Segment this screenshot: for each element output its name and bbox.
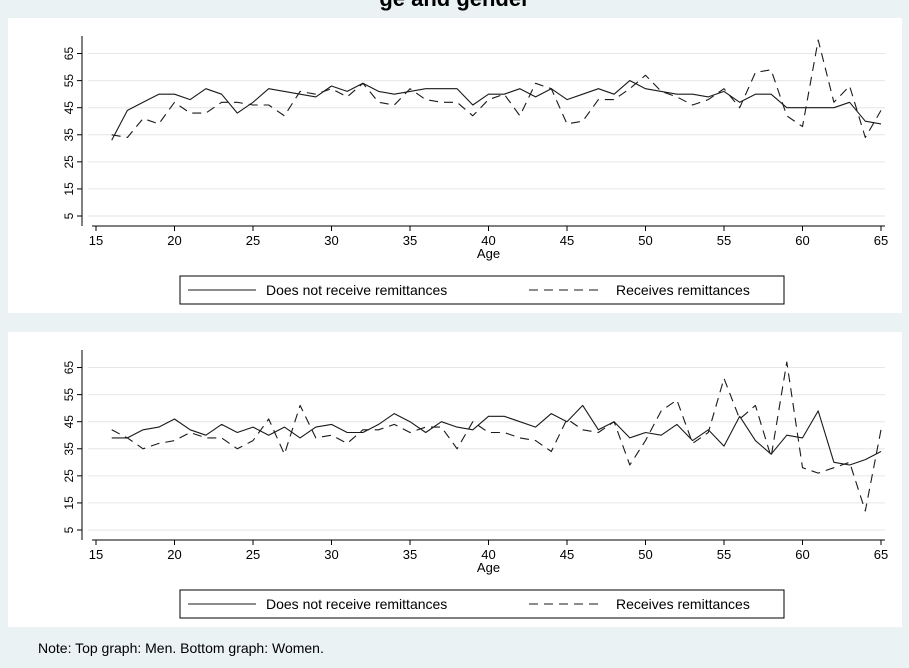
- y-tick-label: 35: [62, 128, 76, 142]
- x-tick-label: 15: [89, 547, 103, 562]
- x-tick-label: 60: [795, 547, 809, 562]
- x-tick-label: 65: [874, 547, 888, 562]
- legend-box: [179, 275, 785, 305]
- y-tick-label: 65: [62, 47, 76, 61]
- x-tick-label: 55: [717, 233, 731, 248]
- legend-label-no-remittances: Does not receive remittances: [266, 282, 447, 298]
- legend: Does not receive remittances Receives rem…: [179, 275, 785, 305]
- y-tick-label: 55: [62, 388, 76, 402]
- x-axis-label: Age: [477, 246, 500, 261]
- x-tick-label: 20: [167, 233, 181, 248]
- y-tick-label: 25: [62, 155, 76, 169]
- legend: Does not receive remittances Receives rem…: [179, 589, 785, 619]
- legend-label-remittances: Receives remittances: [616, 282, 750, 298]
- y-tick-label: 15: [62, 496, 76, 510]
- x-tick-label: 25: [246, 547, 260, 562]
- x-tick-label: 25: [246, 233, 260, 248]
- y-tick-label: 45: [62, 415, 76, 429]
- x-tick-label: 30: [324, 547, 338, 562]
- chart-title: ge and gender: [0, 0, 909, 12]
- y-tick-label: 65: [62, 361, 76, 375]
- x-tick-label: 20: [167, 547, 181, 562]
- legend-label-remittances: Receives remittances: [616, 596, 750, 612]
- men-chart: 5 15 25 35 45 55 65 15 20 25 30 35 40 45 50 55 60 65 Age Do…: [8, 18, 902, 313]
- x-tick-label: 40: [481, 233, 495, 248]
- y-tick-label: 5: [62, 526, 76, 533]
- y-tick-label: 35: [62, 442, 76, 456]
- series-line-no-remittances: [111, 80, 882, 141]
- series-line-remittances: [111, 39, 882, 139]
- plot-region-background: [8, 18, 902, 313]
- x-tick-label: 45: [560, 547, 574, 562]
- legend-label-no-remittances: Does not receive remittances: [266, 596, 447, 612]
- y-tick-label: 45: [62, 101, 76, 115]
- men-chart-panel: 5 15 25 35 45 55 65 15 20 25 30 35 40 45 50 55 60 65 Age Do…: [8, 18, 902, 318]
- x-tick-label: 15: [89, 233, 103, 248]
- chart-note: Note: Top graph: Men. Bottom graph: Wome…: [38, 640, 324, 656]
- legend-box: [179, 589, 785, 619]
- x-tick-label: 35: [403, 233, 417, 248]
- x-tick-label: 45: [560, 233, 574, 248]
- x-tick-label: 35: [403, 547, 417, 562]
- x-tick-label: 40: [481, 547, 495, 562]
- y-tick-label: 5: [62, 212, 76, 219]
- y-tick-label: 55: [62, 74, 76, 88]
- x-tick-label: 50: [638, 547, 652, 562]
- x-tick-label: 55: [717, 547, 731, 562]
- x-axis-label: Age: [477, 560, 500, 575]
- x-tick-label: 65: [874, 233, 888, 248]
- x-tick-label: 60: [795, 233, 809, 248]
- x-tick-label: 30: [324, 233, 338, 248]
- women-chart: 5 15 25 35 45 55 65 15 20 25 30 35 40 45 50 55 60 65 Age Do…: [8, 332, 902, 627]
- series-line-remittances: [111, 361, 882, 512]
- series-line-no-remittances: [111, 404, 882, 466]
- women-chart-panel: 5 15 25 35 45 55 65 15 20 25 30 35 40 45 50 55 60 65 Age Do…: [8, 332, 902, 632]
- y-tick-label: 25: [62, 469, 76, 483]
- x-tick-label: 50: [638, 233, 652, 248]
- plot-region-background: [8, 332, 902, 627]
- y-tick-label: 15: [62, 182, 76, 196]
